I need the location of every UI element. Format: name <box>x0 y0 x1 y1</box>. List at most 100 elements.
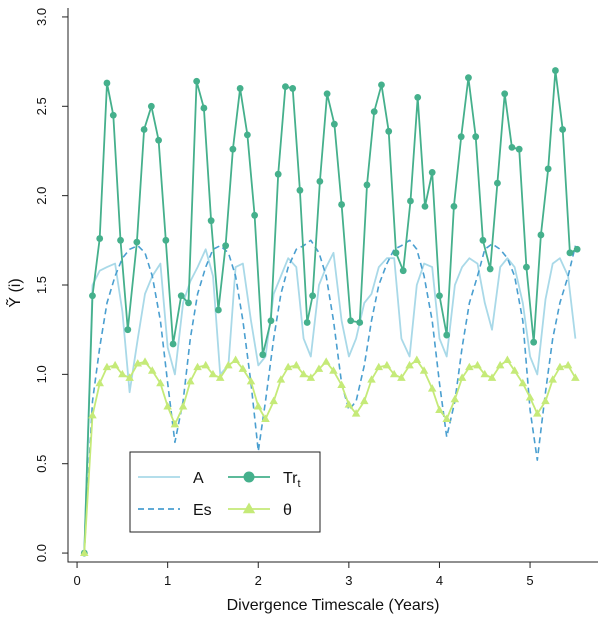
point-tr <box>392 249 400 257</box>
y-tick-label: 2.5 <box>34 97 49 115</box>
point-tr <box>523 263 530 271</box>
point-theta <box>201 360 210 369</box>
y-tick-label: 3.0 <box>34 8 49 26</box>
point-theta <box>208 369 218 378</box>
point-tr <box>407 197 414 205</box>
point-tr <box>177 292 185 300</box>
point-theta <box>253 402 263 410</box>
point-tr <box>109 111 117 119</box>
point-tr <box>378 81 385 89</box>
point-tr <box>450 202 458 210</box>
legend-label-tr-main: Tr <box>283 470 298 487</box>
point-theta <box>321 357 331 365</box>
point-theta <box>344 400 354 408</box>
point-theta <box>314 364 324 372</box>
point-tr <box>282 83 289 91</box>
point-tr <box>552 67 559 74</box>
point-theta <box>351 409 361 417</box>
point-tr <box>214 306 222 314</box>
point-tr <box>229 145 237 153</box>
point-tr <box>133 238 141 246</box>
point-theta <box>435 405 444 414</box>
point-tr <box>530 338 538 346</box>
point-theta <box>292 360 301 369</box>
legend-label-es: Es <box>193 502 212 519</box>
y-tick-label: 1.0 <box>34 365 49 383</box>
series-layer <box>80 67 581 557</box>
axes-frame <box>67 8 598 563</box>
point-theta <box>397 373 406 381</box>
point-theta <box>329 366 338 374</box>
series-line-tr <box>83 69 578 554</box>
point-tr <box>443 331 451 339</box>
point-tr <box>573 245 581 253</box>
x-tick-label: 0 <box>73 573 80 588</box>
point-tr <box>338 201 346 208</box>
point-tr <box>436 292 443 300</box>
point-tr <box>356 319 364 326</box>
point-theta <box>487 373 497 381</box>
series-line-a <box>83 248 577 554</box>
point-theta <box>525 393 535 401</box>
point-tr <box>267 317 275 325</box>
x-tick-label: 2 <box>255 573 262 588</box>
point-theta <box>133 359 143 367</box>
point-theta <box>261 414 270 422</box>
legend-label-theta: θ <box>283 502 292 519</box>
point-theta <box>367 375 376 383</box>
point-theta <box>541 396 550 405</box>
point-tr <box>222 242 230 250</box>
point-tr <box>296 186 304 194</box>
point-theta <box>276 375 286 383</box>
point-theta <box>80 548 89 556</box>
point-theta <box>238 364 248 372</box>
legend-label-tr-subscript: t <box>298 478 301 490</box>
x-tick-label: 5 <box>526 573 533 588</box>
legend-box <box>129 451 321 533</box>
point-tr <box>465 74 472 82</box>
point-theta <box>427 384 437 392</box>
point-theta <box>374 362 384 371</box>
point-tr <box>236 85 244 92</box>
legend: A Es Trt θ <box>129 451 321 533</box>
point-tr <box>472 133 480 141</box>
legend-marker-theta <box>242 502 256 514</box>
point-tr <box>147 102 155 110</box>
point-tr <box>193 77 201 85</box>
point-theta <box>147 366 157 374</box>
point-theta <box>337 380 346 389</box>
point-tr <box>316 177 324 185</box>
point-theta <box>389 369 399 378</box>
legend-label-a: A <box>193 470 204 487</box>
point-theta <box>215 373 225 381</box>
point-tr <box>544 165 552 173</box>
point-theta <box>186 377 195 385</box>
point-theta <box>548 375 557 383</box>
point-tr <box>559 126 567 133</box>
point-theta <box>95 378 104 387</box>
point-tr <box>508 143 516 151</box>
point-tr <box>428 169 436 176</box>
point-tr <box>289 85 297 92</box>
point-tr <box>347 317 355 325</box>
point-tr <box>414 93 422 101</box>
point-theta <box>231 355 240 363</box>
y-axis-title: Ỹ (i) <box>4 278 24 307</box>
point-tr <box>124 326 132 334</box>
point-tr <box>200 104 208 112</box>
y-tick-label: 0.5 <box>34 455 49 473</box>
point-theta <box>533 409 542 417</box>
point-theta <box>419 366 429 374</box>
x-tick-label: 4 <box>436 573 443 588</box>
point-theta <box>563 360 573 369</box>
point-theta <box>555 362 565 371</box>
point-theta <box>269 396 278 405</box>
point-tr <box>96 235 104 242</box>
point-tr <box>251 211 259 219</box>
point-theta <box>359 396 369 405</box>
y-tick-label: 2.0 <box>34 187 49 205</box>
point-theta <box>480 369 490 378</box>
legend-label-tr: Trt <box>283 470 301 490</box>
point-tr <box>330 120 338 128</box>
